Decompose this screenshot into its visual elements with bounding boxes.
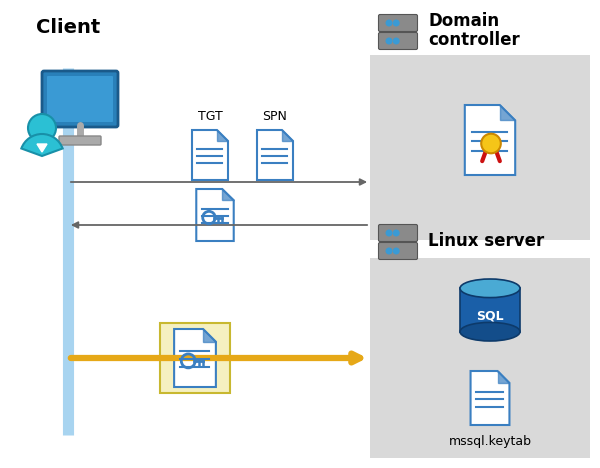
Ellipse shape <box>460 322 520 341</box>
Circle shape <box>386 37 392 44</box>
FancyBboxPatch shape <box>47 76 113 122</box>
Polygon shape <box>257 130 293 180</box>
FancyBboxPatch shape <box>379 32 418 50</box>
Wedge shape <box>22 134 62 156</box>
FancyBboxPatch shape <box>370 55 590 240</box>
Text: SQL: SQL <box>476 309 504 322</box>
Circle shape <box>392 248 400 255</box>
FancyBboxPatch shape <box>379 242 418 259</box>
FancyBboxPatch shape <box>370 258 590 458</box>
FancyBboxPatch shape <box>160 323 230 393</box>
Circle shape <box>386 229 392 236</box>
Circle shape <box>386 248 392 255</box>
Circle shape <box>392 37 400 44</box>
Polygon shape <box>470 371 509 425</box>
FancyBboxPatch shape <box>59 136 101 145</box>
Circle shape <box>481 134 501 154</box>
Text: SPN: SPN <box>263 110 287 123</box>
Text: Linux server: Linux server <box>428 232 544 250</box>
Text: mssql.keytab: mssql.keytab <box>449 435 532 448</box>
FancyBboxPatch shape <box>379 225 418 241</box>
Polygon shape <box>37 144 47 152</box>
Ellipse shape <box>460 279 520 298</box>
Polygon shape <box>497 371 509 383</box>
Circle shape <box>392 20 400 27</box>
Polygon shape <box>174 329 216 387</box>
Text: Domain
controller: Domain controller <box>428 12 520 50</box>
Circle shape <box>28 114 56 142</box>
Text: TGT: TGT <box>197 110 223 123</box>
Polygon shape <box>500 105 515 120</box>
Circle shape <box>386 20 392 27</box>
Polygon shape <box>192 130 228 180</box>
Circle shape <box>392 229 400 236</box>
Polygon shape <box>465 105 515 175</box>
Polygon shape <box>203 329 216 342</box>
Polygon shape <box>196 189 234 241</box>
Polygon shape <box>282 130 293 141</box>
Text: Client: Client <box>36 18 100 37</box>
Polygon shape <box>217 130 228 141</box>
Polygon shape <box>222 189 234 200</box>
FancyBboxPatch shape <box>42 71 118 127</box>
Polygon shape <box>460 288 520 332</box>
FancyBboxPatch shape <box>379 15 418 31</box>
